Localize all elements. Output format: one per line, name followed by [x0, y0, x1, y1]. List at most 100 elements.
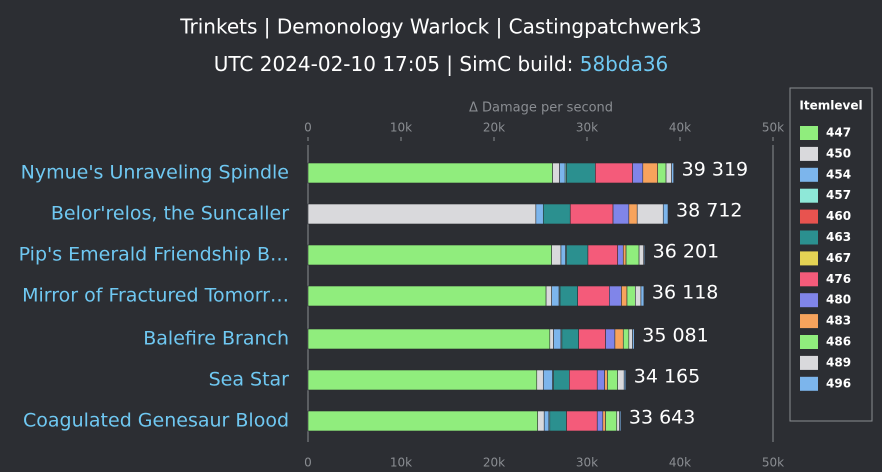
bar-segment — [551, 244, 562, 266]
bar-segment — [307, 328, 551, 350]
bar-segment — [596, 410, 604, 432]
bar-segment — [559, 285, 579, 307]
bar-segment — [587, 244, 618, 266]
category-label: Nymue's Unraveling Spindle — [21, 162, 289, 184]
bar-segment — [307, 203, 537, 225]
x-tick-label-top: 10k — [390, 121, 412, 135]
x-tick-label-bottom: 40k — [669, 456, 691, 470]
bar-segment — [640, 285, 645, 307]
bar-segment — [617, 244, 624, 266]
bar-segment — [553, 328, 562, 350]
bar-segment — [561, 328, 579, 350]
bar-segment — [609, 285, 622, 307]
legend-swatch — [800, 335, 818, 349]
legend-label: 483 — [826, 314, 851, 328]
bar-segment — [623, 369, 627, 391]
legend-label: 480 — [826, 293, 851, 307]
bar-segment — [628, 328, 633, 350]
legend-title: Itemlevel — [799, 99, 862, 113]
legend-swatch — [800, 355, 818, 370]
total-label: 36 118 — [652, 282, 718, 304]
legend-swatch — [800, 126, 818, 140]
legend-box — [789, 87, 873, 422]
bar-segment — [643, 244, 645, 266]
bar-segment — [560, 244, 566, 266]
x-tick-label-bottom: 20k — [483, 456, 505, 470]
legend-swatch — [800, 293, 818, 308]
bar-segment — [622, 328, 630, 350]
bar-segment — [665, 162, 672, 184]
bar-segment — [605, 328, 616, 350]
bar-segment — [635, 285, 642, 307]
bar-segment — [307, 369, 538, 391]
legend-label: 447 — [826, 126, 851, 140]
bar-segment — [604, 369, 608, 391]
legend-label: 463 — [826, 230, 851, 244]
bar-segment — [551, 285, 560, 307]
legend-label: 450 — [826, 146, 851, 160]
legend-label: 476 — [826, 272, 851, 286]
bar-segment — [566, 162, 596, 184]
bar-segment — [307, 244, 552, 266]
legend-label: 457 — [826, 188, 851, 202]
bar-segment — [307, 162, 553, 184]
total-label: 35 081 — [642, 325, 708, 347]
x-tick-label-top: 50k — [762, 121, 784, 135]
build-link[interactable]: 58bda36 — [580, 52, 669, 76]
bar-segment — [569, 203, 614, 225]
bar-segment — [636, 203, 664, 225]
x-tick-label-bottom: 30k — [576, 456, 598, 470]
bar-segment — [626, 285, 636, 307]
category-label: Coagulated Genesaur Blood — [23, 410, 289, 432]
total-label: 34 165 — [634, 366, 700, 388]
bar-segment — [549, 410, 567, 432]
chart-title: Trinkets | Demonology Warlock | Castingp… — [179, 15, 702, 39]
bar-segment — [625, 244, 640, 266]
bar-segment — [559, 162, 566, 184]
bar-segment — [566, 410, 598, 432]
legend-label: 496 — [826, 376, 851, 390]
bar-segment — [662, 203, 669, 225]
legend-label: 486 — [826, 335, 851, 349]
bar-segment — [552, 162, 560, 184]
bar-segment — [542, 203, 571, 225]
total-label: 38 712 — [676, 200, 742, 222]
legend-label: 460 — [826, 209, 851, 223]
bar-segment — [307, 410, 539, 432]
bar-segment — [638, 244, 645, 266]
bar-segment — [614, 328, 624, 350]
bar-segment — [536, 369, 544, 391]
x-tick-label-top: 20k — [483, 121, 505, 135]
x-tick-label-top: 30k — [576, 121, 598, 135]
x-tick-label-bottom: 50k — [762, 456, 784, 470]
bar-segment — [537, 410, 545, 432]
bar-segment — [549, 328, 554, 350]
legend-swatch — [800, 251, 818, 266]
bar-segment — [605, 410, 618, 432]
bar-segment — [642, 162, 658, 184]
legend-swatch — [800, 167, 818, 182]
total-label: 33 643 — [629, 407, 695, 429]
legend-swatch — [800, 314, 818, 329]
bar-segment — [671, 162, 674, 184]
x-axis-title: Δ Damage per second — [469, 101, 613, 116]
category-label: Sea Star — [209, 369, 290, 391]
legend-label: 489 — [826, 355, 851, 369]
bar-segment — [577, 285, 610, 307]
legend-swatch — [800, 376, 818, 391]
bar-segment — [553, 369, 570, 391]
bar-segment — [595, 162, 633, 184]
total-label: 36 201 — [653, 241, 719, 263]
bar-segment — [596, 369, 605, 391]
bar-segment — [607, 369, 618, 391]
bar-segment — [622, 244, 627, 266]
legend-swatch — [800, 146, 818, 161]
chart-subtitle: UTC 2024-02-10 17:05 | SimC build: 58bda… — [214, 52, 669, 76]
legend-swatch — [800, 209, 818, 224]
bar-segment — [612, 203, 630, 225]
legend-swatch — [800, 272, 818, 287]
category-label: Belor'relos, the Suncaller — [51, 203, 289, 225]
subtitle-text: UTC 2024-02-10 17:05 | SimC build: — [214, 52, 580, 76]
x-tick-label-top: 0 — [304, 121, 312, 135]
bar-segment — [616, 410, 620, 432]
